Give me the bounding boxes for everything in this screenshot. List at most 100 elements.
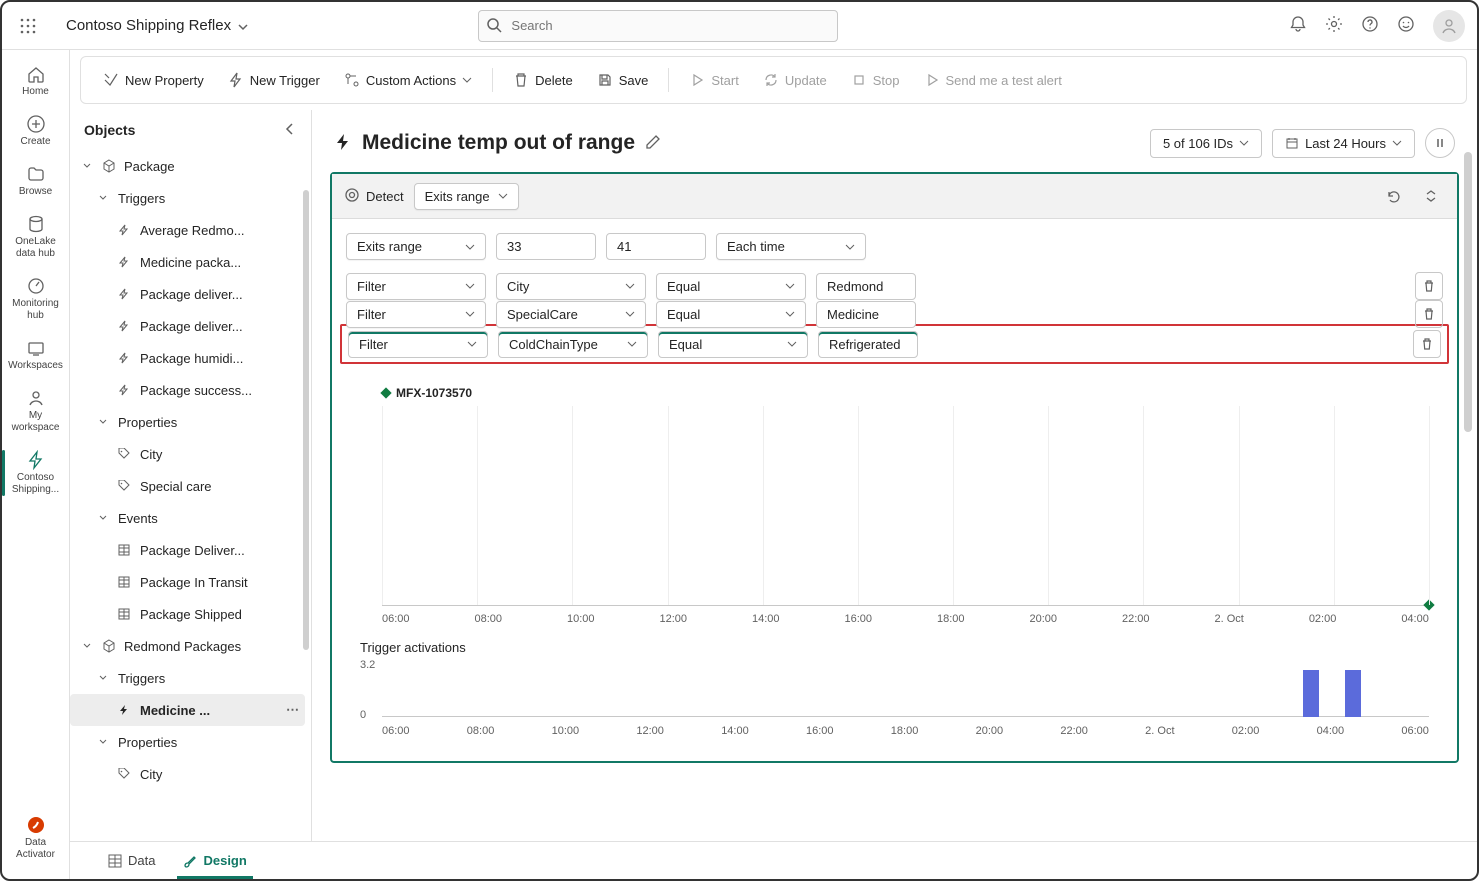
new-property-button[interactable]: New Property <box>93 66 214 94</box>
search-input[interactable] <box>478 10 838 42</box>
filter-kind-value: Filter <box>357 307 386 322</box>
time-range-dropdown[interactable]: Last 24 Hours <box>1272 129 1415 158</box>
delete-filter-icon[interactable] <box>1415 272 1443 300</box>
tree-trigger-item[interactable]: Package humidi... <box>70 342 305 374</box>
tree-label: Special care <box>140 479 212 494</box>
timeline-ticks: 06:0008:0010:0012:0014:0016:0018:0020:00… <box>382 613 1429 625</box>
range-high-input[interactable]: 41 <box>606 233 706 260</box>
toolbar: New Property New Trigger Custom Actions … <box>80 56 1467 104</box>
filter-field-select[interactable]: City <box>496 273 646 300</box>
help-icon[interactable] <box>1361 15 1379 36</box>
range-type-select[interactable]: Exits range <box>346 233 486 260</box>
rail-create[interactable]: Create <box>6 108 66 154</box>
filter-op-select[interactable]: Equal <box>656 301 806 328</box>
tree-trigger-item[interactable]: Package deliver... <box>70 278 305 310</box>
filter-field-select[interactable]: ColdChainType <box>498 331 648 358</box>
rail-browse[interactable]: Browse <box>6 158 66 204</box>
pause-button[interactable] <box>1425 128 1455 158</box>
workspace-title[interactable]: Contoso Shipping Reflex <box>66 17 249 34</box>
tree-node-properties[interactable]: Properties <box>70 406 305 438</box>
filter-value-input[interactable]: Medicine <box>816 301 916 328</box>
main-column: New Property New Trigger Custom Actions … <box>70 50 1477 879</box>
bolt-icon <box>118 320 134 332</box>
range-freq-select[interactable]: Each time <box>716 233 866 260</box>
tree-node-events[interactable]: Events <box>70 502 305 534</box>
tick-label: 12:00 <box>660 613 688 625</box>
rail-my-workspace[interactable]: My workspace <box>6 382 66 440</box>
tree-trigger-medicine-selected[interactable]: Medicine ...⋯ <box>70 694 305 726</box>
user-avatar[interactable] <box>1433 10 1465 42</box>
more-icon[interactable]: ⋯ <box>286 702 299 718</box>
send-test-alert-button[interactable]: Send me a test alert <box>914 66 1072 94</box>
tick-label: 2. Oct <box>1215 613 1244 625</box>
tree-property-item[interactable]: City <box>70 438 305 470</box>
filter-kind-select[interactable]: Filter <box>348 331 488 358</box>
filter-op-select[interactable]: Equal <box>656 273 806 300</box>
start-button[interactable]: Start <box>679 66 748 94</box>
custom-actions-button[interactable]: Custom Actions <box>334 66 482 94</box>
page-scrollbar[interactable] <box>1464 152 1472 432</box>
filter-op-select[interactable]: Equal <box>658 331 808 358</box>
feedback-icon[interactable] <box>1397 15 1415 36</box>
scrollbar[interactable] <box>303 190 309 650</box>
footer-tab-design[interactable]: Design <box>169 842 260 879</box>
tree-label: City <box>140 447 162 462</box>
filter-field-select[interactable]: SpecialCare <box>496 301 646 328</box>
delete-filter-icon[interactable] <box>1415 300 1443 328</box>
rail-home[interactable]: Home <box>6 58 66 104</box>
notifications-icon[interactable] <box>1289 15 1307 36</box>
stop-button[interactable]: Stop <box>841 66 910 94</box>
collapse-panel-icon[interactable] <box>283 122 297 139</box>
rail-onelake[interactable]: OneLake data hub <box>6 208 66 266</box>
tree-event-item[interactable]: Package Deliver... <box>70 534 305 566</box>
save-button[interactable]: Save <box>587 66 659 94</box>
app-launcher-icon[interactable] <box>14 12 42 40</box>
tree-trigger-item[interactable]: Medicine packa... <box>70 246 305 278</box>
new-trigger-button[interactable]: New Trigger <box>218 66 330 94</box>
rail-my-workspace-label: My workspace <box>6 410 66 434</box>
rail-monitoring[interactable]: Monitoring hub <box>6 270 66 328</box>
detect-label: Detect <box>344 187 404 206</box>
tree-node-triggers[interactable]: Triggers <box>70 662 305 694</box>
chevron-down-icon <box>1392 138 1402 148</box>
rail-contoso-shipping[interactable]: Contoso Shipping... <box>6 444 66 502</box>
ids-dropdown[interactable]: 5 of 106 IDs <box>1150 129 1262 158</box>
tree-node-redmond[interactable]: Redmond Packages <box>70 630 305 662</box>
update-button[interactable]: Update <box>753 66 837 94</box>
filter-value-input[interactable]: Refrigerated <box>818 331 918 358</box>
range-low-input[interactable]: 33 <box>496 233 596 260</box>
activation-bar <box>1345 670 1361 717</box>
undo-icon[interactable] <box>1379 182 1407 210</box>
tree-trigger-item[interactable]: Package deliver... <box>70 310 305 342</box>
delete-button[interactable]: Delete <box>503 66 583 94</box>
tree-event-item[interactable]: Package In Transit <box>70 566 305 598</box>
chevron-down-icon <box>498 191 508 201</box>
delete-filter-icon[interactable] <box>1413 330 1441 358</box>
tree-trigger-item[interactable]: Average Redmo... <box>70 214 305 246</box>
ids-label: 5 of 106 IDs <box>1163 136 1233 151</box>
tick-label: 10:00 <box>567 613 595 625</box>
tree-node-triggers[interactable]: Triggers <box>70 182 305 214</box>
rail-workspaces[interactable]: Workspaces <box>6 332 66 378</box>
update-label: Update <box>785 73 827 88</box>
footer-tab-data[interactable]: Data <box>94 842 169 879</box>
collapse-icon[interactable] <box>1417 182 1445 210</box>
edit-icon[interactable] <box>645 134 661 153</box>
tree-node-properties[interactable]: Properties <box>70 726 305 758</box>
rail-data-activator[interactable]: Data Activator <box>6 809 66 867</box>
filter-kind-select[interactable]: Filter <box>346 301 486 328</box>
filter-value-input[interactable]: Redmond <box>816 273 916 300</box>
tree-label: Properties <box>118 415 177 430</box>
tree-node-package[interactable]: Package <box>70 150 305 182</box>
custom-actions-label: Custom Actions <box>366 73 456 88</box>
filter-kind-select[interactable]: Filter <box>346 273 486 300</box>
tree-trigger-item[interactable]: Package success... <box>70 374 305 406</box>
tick-label: 16:00 <box>845 613 873 625</box>
tree-property-item[interactable]: Special care <box>70 470 305 502</box>
detect-mode-select[interactable]: Exits range <box>414 183 519 210</box>
settings-icon[interactable] <box>1325 15 1343 36</box>
detect-header: Detect Exits range <box>332 174 1457 219</box>
new-property-label: New Property <box>125 73 204 88</box>
tree-event-item[interactable]: Package Shipped <box>70 598 305 630</box>
tree-property-item[interactable]: City <box>70 758 305 790</box>
